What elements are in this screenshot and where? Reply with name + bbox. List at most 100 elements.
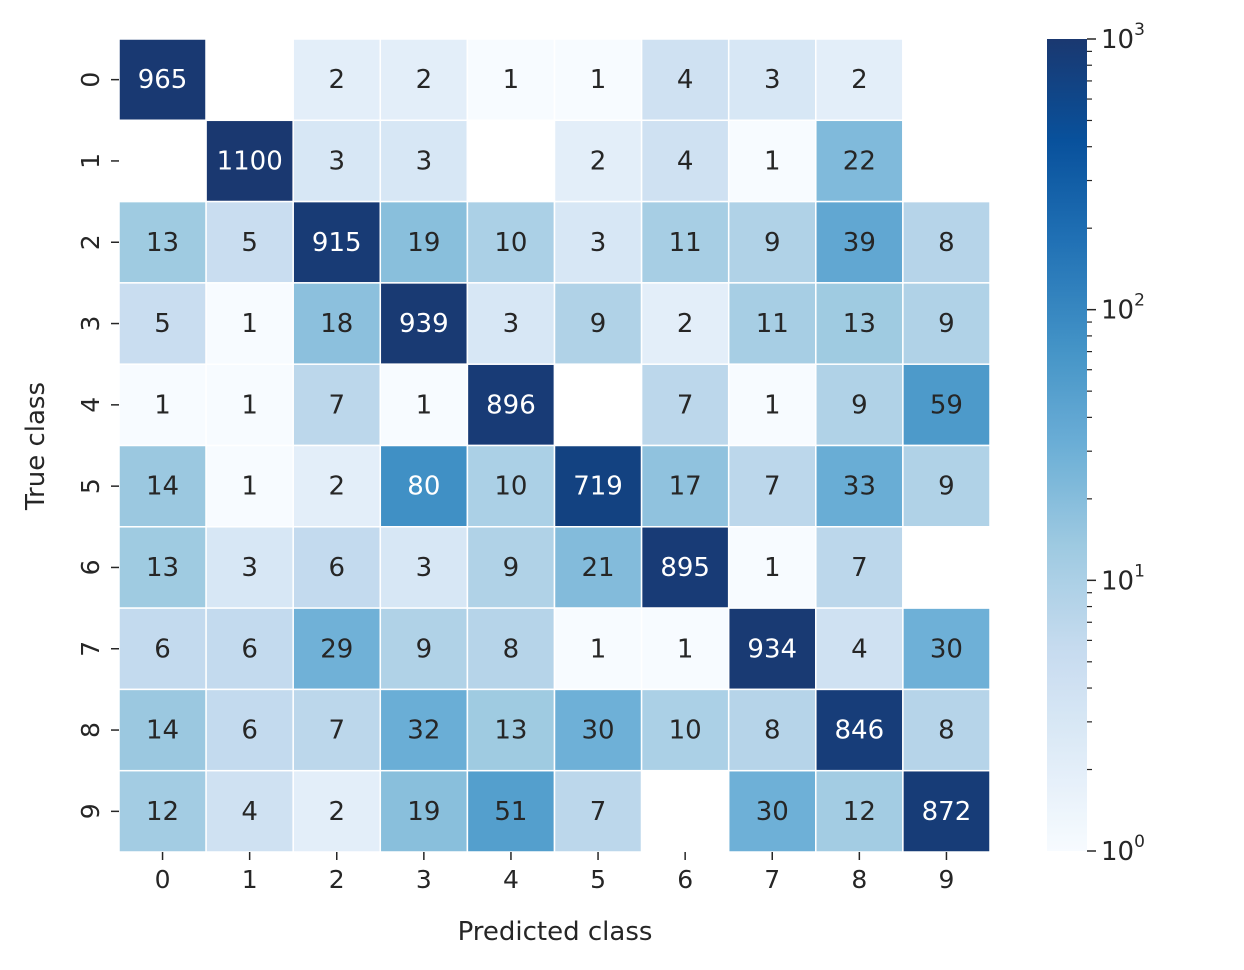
heatmap-cell-8-4 <box>466 688 556 772</box>
cell-label-8-8: 846 <box>835 716 885 746</box>
cell-label-6-4: 9 <box>503 553 520 583</box>
y-tick-label-2: 2 <box>76 234 105 250</box>
cell-label-8-5: 30 <box>582 716 615 746</box>
heatmap-cell-1-4 <box>466 119 556 203</box>
cell-label-3-9: 9 <box>938 309 955 339</box>
cell-label-6-1: 3 <box>241 553 258 583</box>
heatmap-cell-9-5 <box>553 769 643 853</box>
cell-label-3-0: 5 <box>154 309 171 339</box>
heatmap-cell-0-1 <box>205 38 294 122</box>
heatmap-cell-7-6 <box>640 607 730 691</box>
cell-label-1-5: 2 <box>590 146 607 176</box>
cell-label-7-3: 9 <box>416 634 433 664</box>
colorbar-tick-label-0: 103 <box>1101 20 1145 55</box>
heatmap-cell-0-0 <box>118 38 207 122</box>
cell-label-1-6: 4 <box>677 146 694 176</box>
heatmap-cell-8-8 <box>815 688 904 772</box>
y-tick-label-8: 8 <box>76 722 105 738</box>
cell-label-7-5: 1 <box>590 634 607 664</box>
heatmap-cell-7-0 <box>118 607 207 691</box>
y-tick-label-3: 3 <box>76 316 105 332</box>
cell-label-0-4: 1 <box>503 65 520 95</box>
heatmap-cell-6-1 <box>205 526 294 609</box>
heatmap-cell-7-8 <box>815 607 904 691</box>
colorbar-gradient <box>1047 39 1087 851</box>
y-tick-label-1: 1 <box>76 153 105 169</box>
heatmap-cell-1-5 <box>553 119 643 203</box>
cell-label-2-5: 3 <box>590 228 607 258</box>
cell-label-3-8: 13 <box>843 309 876 339</box>
cell-label-5-8: 33 <box>843 472 876 502</box>
cell-label-9-2: 2 <box>328 797 345 827</box>
cell-label-6-7: 1 <box>764 553 781 583</box>
cell-label-7-7: 934 <box>747 634 797 664</box>
cell-label-0-7: 3 <box>764 65 781 95</box>
heatmap-cell-0-6 <box>640 38 730 122</box>
y-tick-label-6: 6 <box>76 559 105 575</box>
cell-label-7-4: 8 <box>503 634 520 664</box>
cell-label-6-6: 895 <box>660 553 710 583</box>
cell-label-2-6: 11 <box>669 228 702 258</box>
heatmap-cell-1-0 <box>118 119 207 203</box>
heatmap-cell-2-1 <box>205 200 294 284</box>
heatmap-cell-6-4 <box>466 526 556 609</box>
cell-label-4-7: 1 <box>764 390 781 420</box>
cell-label-0-2: 2 <box>328 65 345 95</box>
heatmap-cell-4-4 <box>466 363 556 447</box>
heatmap-cell-8-1 <box>205 688 294 772</box>
cell-label-0-6: 4 <box>677 65 694 95</box>
heatmap-cell-5-4 <box>466 444 556 528</box>
x-tick-label-3: 3 <box>416 865 432 894</box>
cell-label-5-0: 14 <box>146 472 179 502</box>
cell-label-2-0: 13 <box>146 228 179 258</box>
cell-label-3-6: 2 <box>677 309 694 339</box>
cell-label-0-8: 2 <box>851 65 868 95</box>
cell-label-3-3: 939 <box>399 309 449 339</box>
cell-label-9-4: 51 <box>494 797 527 827</box>
heatmap-cell-1-2 <box>292 119 382 203</box>
cell-label-3-4: 3 <box>503 309 520 339</box>
heatmap-cell-5-9 <box>902 444 991 528</box>
colorbar-tick-label-2: 101 <box>1101 561 1145 596</box>
y-tick-label-9: 9 <box>76 803 105 819</box>
heatmap-cell-9-3 <box>379 769 469 853</box>
heatmap-cell-9-4 <box>466 769 556 853</box>
cell-label-7-9: 30 <box>930 634 963 664</box>
cell-label-8-1: 6 <box>241 716 258 746</box>
heatmap-cell-7-2 <box>292 607 382 691</box>
heatmap-cell-2-3 <box>379 200 469 284</box>
cell-label-6-0: 13 <box>146 553 179 583</box>
heatmap-cell-2-2 <box>292 200 382 284</box>
heatmap-cell-5-1 <box>205 444 294 528</box>
heatmap-cell-5-0 <box>118 444 207 528</box>
x-tick-label-7: 7 <box>764 865 780 894</box>
cell-label-9-7: 30 <box>756 797 789 827</box>
cell-label-5-1: 1 <box>241 472 258 502</box>
cell-label-1-3: 3 <box>416 146 433 176</box>
heatmap-cell-3-5 <box>553 282 643 365</box>
cell-label-0-5: 1 <box>590 65 607 95</box>
x-tick-label-8: 8 <box>851 865 867 894</box>
cell-label-9-5: 7 <box>590 797 607 827</box>
x-tick-label-6: 6 <box>677 865 693 894</box>
heatmap-cell-4-5 <box>553 363 643 447</box>
heatmap-cell-6-6 <box>640 526 730 609</box>
cell-label-8-2: 7 <box>328 716 345 746</box>
heatmap-cell-2-5 <box>553 200 643 284</box>
cell-label-2-1: 5 <box>241 228 258 258</box>
y-axis-label: True class <box>21 382 51 511</box>
cell-label-7-6: 1 <box>677 634 694 664</box>
heatmap-cell-5-8 <box>815 444 904 528</box>
cell-label-6-3: 3 <box>416 553 433 583</box>
heatmap-cell-6-9 <box>902 526 991 609</box>
cell-label-5-6: 17 <box>669 472 702 502</box>
cell-label-8-0: 14 <box>146 716 179 746</box>
cell-label-8-7: 8 <box>764 716 781 746</box>
x-tick-label-4: 4 <box>503 865 519 894</box>
cell-label-4-0: 1 <box>154 390 171 420</box>
x-tick-label-5: 5 <box>590 865 606 894</box>
cell-label-3-1: 1 <box>241 309 258 339</box>
cell-label-4-4: 896 <box>486 390 536 420</box>
cell-label-7-1: 6 <box>241 634 258 664</box>
